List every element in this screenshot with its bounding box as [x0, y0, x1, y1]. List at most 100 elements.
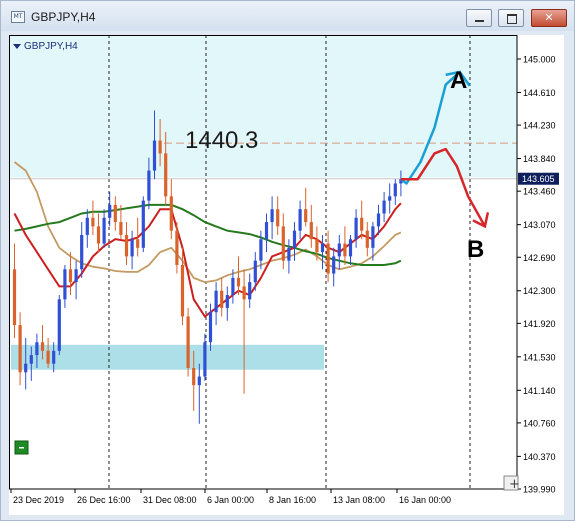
- candle-body: [264, 222, 269, 240]
- candle-body: [320, 243, 325, 253]
- ema-slow-line: [14, 203, 402, 266]
- candle-body: [365, 230, 369, 248]
- candle-body: [152, 140, 157, 171]
- price-chart[interactable]: 145.000 144.610 144.230 143.840 143.460 143.0…: [9, 35, 564, 515]
- candle-body: [354, 217, 358, 240]
- current-price-badge: [518, 172, 559, 185]
- maximize-button[interactable]: [498, 9, 524, 27]
- candle-body: [220, 290, 224, 308]
- y-tick-label: 144.230: [523, 121, 556, 131]
- candle-body: [57, 299, 61, 351]
- y-tick-label: 141.530: [523, 352, 556, 362]
- scenario-a-arrowhead: [445, 70, 471, 87]
- scenario-a-label: A: [450, 67, 467, 94]
- scenario-b-projection: [400, 147, 486, 228]
- candle-body: [136, 239, 140, 248]
- y-tick-label: 145.000: [523, 55, 556, 65]
- symbol-label: GBPJPY,H4: [24, 41, 78, 52]
- candle-body: [248, 282, 252, 300]
- candle-body: [348, 239, 353, 257]
- candle-body: [108, 204, 112, 218]
- zoom-button[interactable]: [503, 475, 519, 491]
- scenario-b-label: B: [467, 236, 484, 263]
- y-tick-label: 142.690: [523, 253, 556, 263]
- candle-body: [337, 243, 341, 257]
- chart-canvas[interactable]: 145.000 144.610 144.230 143.840 143.460 143.0…: [9, 35, 564, 515]
- x-tick-label: 6 Jan 00:00: [207, 495, 254, 505]
- candle-body: [298, 209, 302, 231]
- candle-body: [169, 196, 173, 231]
- demand-zone: [11, 344, 324, 370]
- candle-body: [276, 209, 280, 227]
- candle-body: [85, 217, 89, 235]
- candle-body: [315, 239, 319, 253]
- candle-body: [371, 226, 375, 248]
- candle-body: [124, 234, 129, 257]
- candle-body: [214, 290, 218, 313]
- window-title: GBPJPY,H4: [31, 10, 96, 24]
- close-button[interactable]: [531, 9, 567, 27]
- candle-body: [304, 209, 308, 223]
- candle-body: [141, 200, 145, 248]
- candle-body: [29, 355, 33, 364]
- symbol-dropdown-icon[interactable]: [13, 44, 21, 49]
- candle-body: [309, 222, 313, 240]
- candle-body: [332, 256, 336, 274]
- candle-body: [186, 316, 190, 368]
- y-tick-label: 140.760: [523, 418, 556, 428]
- candle-body: [253, 260, 257, 283]
- current-price-label: 143.605: [522, 174, 555, 184]
- candle-body: [231, 277, 235, 296]
- candle-body: [343, 243, 347, 257]
- candle-body: [376, 213, 381, 227]
- y-tick-label: 141.140: [523, 386, 556, 396]
- candle-body: [180, 264, 185, 317]
- candle-body: [192, 367, 196, 386]
- candle-body: [74, 269, 78, 283]
- candle-body: [259, 239, 263, 261]
- ema-mid-line: [13, 161, 402, 284]
- candle-body: [40, 342, 45, 351]
- candle-body: [52, 350, 56, 364]
- x-tick-label: 16 Jan 00:00: [399, 495, 451, 505]
- candle-body: [175, 230, 179, 265]
- candle-body: [388, 196, 392, 201]
- candle-body: [197, 376, 201, 386]
- x-tick-label: 13 Jan 08:00: [333, 495, 385, 505]
- candle-body: [236, 277, 241, 287]
- y-tick-label: 143.460: [523, 187, 556, 197]
- candle-body: [164, 153, 168, 197]
- y-tick-label: 143.840: [523, 154, 556, 164]
- scenario-b-arrowhead: [472, 212, 490, 229]
- candle-body: [360, 217, 364, 231]
- window-titlebar[interactable]: MT GBPJPY,H4: [1, 1, 574, 31]
- candle-body: [270, 209, 274, 223]
- y-tick-label: 139.990: [523, 485, 556, 495]
- candle-body: [326, 243, 330, 274]
- candle-body: [46, 350, 50, 364]
- y-tick-label: 140.370: [523, 452, 556, 462]
- candle-body: [208, 312, 213, 343]
- chart-window-icon: MT: [11, 11, 25, 23]
- x-tick-label: 31 Dec 08:00: [143, 495, 197, 505]
- candle-body: [68, 269, 73, 283]
- minimize-button[interactable]: [466, 9, 492, 27]
- candle-body: [80, 234, 84, 270]
- candle-body: [113, 204, 117, 223]
- candle-body: [393, 183, 397, 197]
- y-tick-label: 142.300: [523, 286, 556, 296]
- candle-body: [18, 325, 22, 373]
- candle-body: [24, 363, 28, 373]
- y-tick-label: 144.610: [523, 88, 556, 98]
- candle-body: [35, 342, 39, 356]
- zoom-plus-icon[interactable]: +: [509, 477, 520, 492]
- candle-body: [292, 230, 297, 248]
- candle-body: [130, 239, 134, 257]
- candle-body: [119, 222, 123, 235]
- x-tick-label: 8 Jan 16:00: [269, 495, 316, 505]
- candle-body: [382, 200, 386, 214]
- y-tick-label: 141.920: [523, 319, 556, 329]
- candle-body: [287, 247, 291, 261]
- candle-body: [102, 217, 106, 244]
